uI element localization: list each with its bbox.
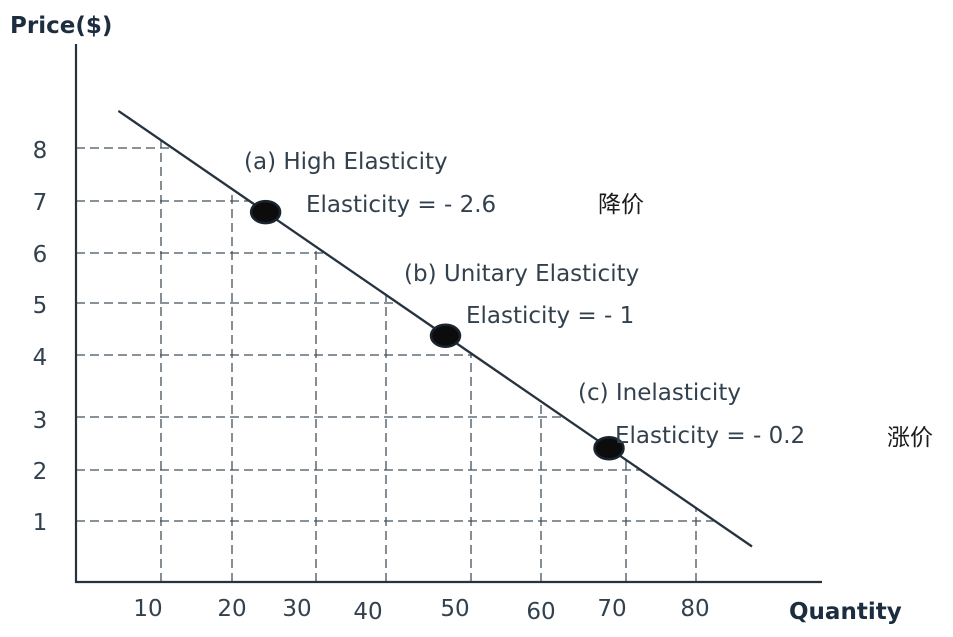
tick-labels: 10 20 30 40 50 60 70 80 1 2 3 4 5 6 7 8	[33, 138, 710, 625]
y-tick-label-1: 1	[33, 510, 48, 536]
y-tick-label-7: 7	[33, 190, 48, 216]
y-tick-label-6: 6	[33, 242, 48, 268]
annotation-a-label: (a) High Elasticity	[244, 149, 448, 175]
y-tick-label-3: 3	[33, 408, 48, 434]
point-a-high-elasticity	[249, 199, 282, 225]
axes	[74, 44, 822, 584]
annotation-a-elasticity: Elasticity = - 2.6	[306, 192, 496, 218]
x-tick-label-30: 30	[282, 596, 311, 622]
y-axis-title: Price($)	[10, 13, 112, 39]
price-increase-note: 涨价	[887, 425, 933, 451]
y-tick-label-5: 5	[33, 293, 48, 319]
annotation-c-elasticity: Elasticity = - 0.2	[615, 423, 805, 449]
x-tick-label-20: 20	[217, 596, 246, 622]
x-tick-label-70: 70	[597, 596, 626, 622]
price-decrease-note: 降价	[598, 192, 644, 218]
grid-lines	[76, 140, 715, 582]
point-c-inelasticity	[593, 435, 625, 461]
y-tick-label-2: 2	[33, 459, 48, 485]
y-tick-label-4: 4	[33, 345, 48, 371]
x-tick-label-80: 80	[680, 596, 709, 622]
y-tick-label-8: 8	[33, 138, 48, 164]
x-axis-title: Quantity	[789, 599, 902, 625]
annotation-b-elasticity: Elasticity = - 1	[466, 303, 634, 329]
annotation-b-label: (b) Unitary Elasticity	[404, 261, 639, 287]
x-tick-label-60: 60	[526, 599, 555, 625]
x-tick-label-40: 40	[353, 599, 382, 625]
point-b-unitary-elasticity	[429, 323, 462, 349]
x-tick-label-10: 10	[133, 596, 162, 622]
annotation-c-label: (c) Inelasticity	[578, 380, 741, 406]
x-tick-label-50: 50	[440, 596, 469, 622]
elasticity-points	[249, 199, 625, 461]
